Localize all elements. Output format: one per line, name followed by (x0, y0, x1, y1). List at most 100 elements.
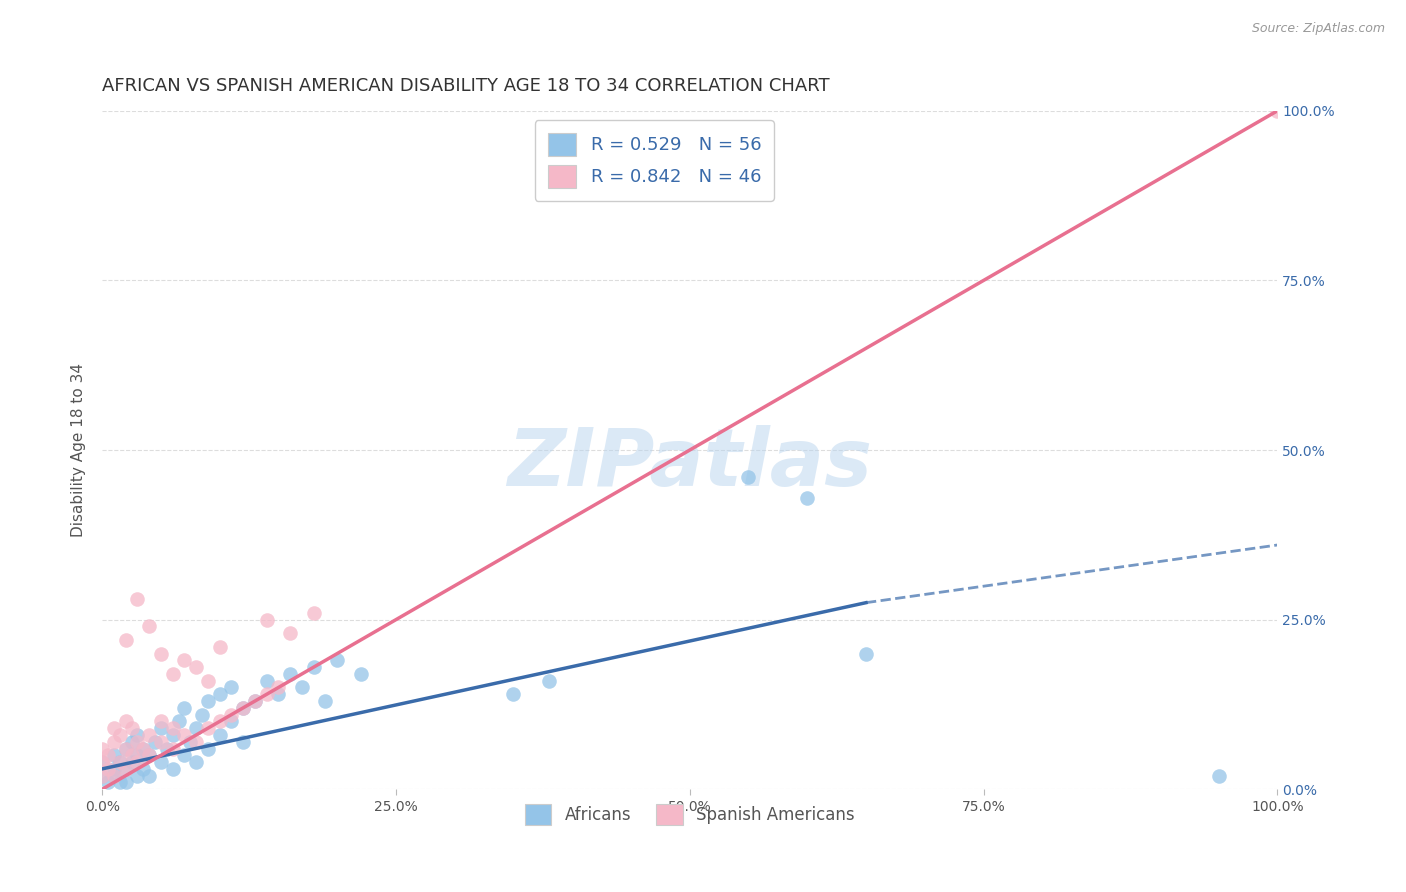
Point (173, 748, 195, 763)
Point (149, 721, 172, 735)
Point (103, 735, 125, 749)
Point (91, 755, 114, 769)
Point (97, 748, 120, 763)
Point (221, 681, 243, 695)
Point (149, 735, 172, 749)
Point (97, 762, 120, 776)
Point (114, 762, 136, 776)
Point (114, 632, 136, 647)
Point (256, 687, 278, 701)
Point (114, 762, 136, 776)
Point (232, 735, 254, 749)
Point (127, 748, 149, 763)
Point (138, 728, 160, 742)
Point (114, 741, 136, 756)
Point (103, 762, 125, 776)
Point (121, 721, 143, 735)
Point (97, 775, 120, 789)
Point (197, 721, 219, 735)
Point (121, 755, 143, 769)
Point (186, 660, 208, 674)
Point (208, 728, 231, 742)
Point (243, 694, 266, 708)
Point (108, 755, 131, 769)
Point (1265, 103, 1288, 118)
Point (173, 728, 195, 742)
Point (208, 687, 231, 701)
Point (138, 619, 160, 633)
Point (173, 701, 195, 715)
Point (186, 735, 208, 749)
Point (737, 470, 759, 484)
Point (91, 755, 114, 769)
Point (278, 666, 301, 681)
Point (221, 714, 243, 729)
Point (186, 721, 208, 735)
Text: Source: ZipAtlas.com: Source: ZipAtlas.com (1251, 22, 1385, 36)
Point (127, 728, 149, 742)
Text: AFRICAN VS SPANISH AMERICAN DISABILITY AGE 18 TO 34 CORRELATION CHART: AFRICAN VS SPANISH AMERICAN DISABILITY A… (103, 78, 830, 95)
Point (127, 735, 149, 749)
Point (162, 721, 184, 735)
Y-axis label: Disability Age 18 to 34: Disability Age 18 to 34 (72, 363, 86, 537)
Point (302, 606, 325, 620)
Point (256, 673, 278, 688)
Point (156, 741, 179, 756)
Legend: Africans, Spanish Americans: Africans, Spanish Americans (517, 797, 862, 831)
Point (326, 653, 349, 667)
Point (291, 681, 314, 695)
Point (121, 748, 143, 763)
Point (267, 681, 290, 695)
Point (162, 741, 184, 756)
Point (350, 666, 373, 681)
Point (103, 769, 125, 783)
Point (502, 687, 524, 701)
Point (197, 673, 219, 688)
Point (103, 721, 125, 735)
Point (314, 694, 336, 708)
Point (278, 626, 301, 640)
Point (302, 660, 325, 674)
Point (108, 755, 131, 769)
Point (132, 741, 155, 756)
Point (243, 694, 266, 708)
Point (267, 687, 290, 701)
Point (132, 762, 155, 776)
Point (256, 613, 278, 627)
Point (103, 748, 125, 763)
Point (91, 769, 114, 783)
Point (138, 748, 160, 763)
Point (162, 666, 184, 681)
Point (167, 714, 190, 729)
Point (132, 741, 155, 756)
Point (149, 714, 172, 729)
Point (197, 694, 219, 708)
Point (186, 755, 208, 769)
Point (149, 755, 172, 769)
Point (138, 748, 160, 763)
Point (1208, 769, 1230, 783)
Point (138, 769, 160, 783)
Point (114, 714, 136, 729)
Point (91, 769, 114, 783)
Point (179, 735, 201, 749)
Point (232, 701, 254, 715)
Text: ZIPatlas: ZIPatlas (508, 425, 872, 502)
Point (796, 491, 818, 505)
Point (162, 762, 184, 776)
Point (121, 735, 143, 749)
Point (855, 647, 877, 661)
Point (114, 775, 136, 789)
Point (127, 592, 149, 607)
Point (208, 640, 231, 654)
Point (191, 707, 214, 722)
Point (108, 728, 131, 742)
Point (108, 775, 131, 789)
Point (197, 741, 219, 756)
Point (127, 769, 149, 783)
Point (127, 755, 149, 769)
Point (173, 653, 195, 667)
Point (91, 741, 114, 756)
Point (162, 728, 184, 742)
Point (232, 701, 254, 715)
